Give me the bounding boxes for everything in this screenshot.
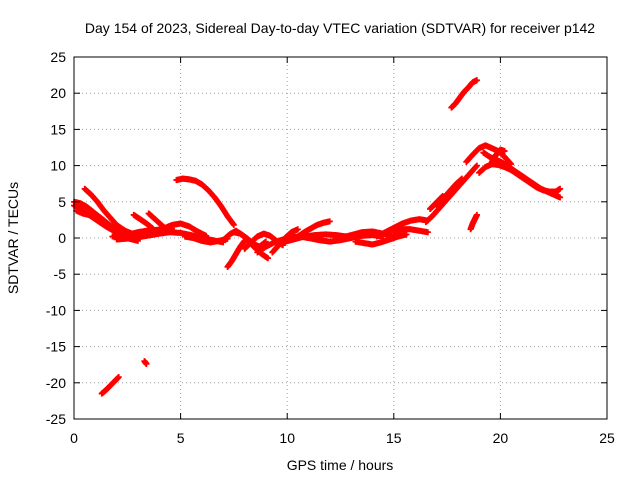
data-point (294, 226, 301, 233)
x-tick-label: 0 (70, 430, 78, 446)
series-track-24 (390, 226, 431, 236)
series-track-17 (269, 226, 301, 256)
y-tick-label: -25 (46, 411, 66, 427)
data-point (326, 218, 333, 225)
chart-title: Day 154 of 2023, Sidereal Day-to-day VTE… (85, 20, 595, 36)
series-track-7 (130, 211, 156, 232)
data-point (557, 185, 564, 192)
x-axis-label: GPS time / hours (287, 457, 394, 473)
y-tick-label: -15 (46, 339, 66, 355)
data-point (473, 162, 480, 169)
series-track-31 (488, 146, 508, 165)
y-tick-label: 10 (50, 158, 66, 174)
data-point (473, 77, 480, 84)
y-tick-label: -5 (54, 266, 67, 282)
series-track-32 (467, 211, 480, 233)
y-tick-label: 0 (58, 230, 66, 246)
x-tick-label: 20 (493, 430, 509, 446)
data-points (71, 77, 564, 397)
data-point (501, 148, 508, 155)
data-point (403, 231, 410, 238)
data-point (230, 221, 237, 228)
data-point (439, 193, 446, 200)
grid (74, 57, 607, 419)
series-track-22 (352, 231, 410, 248)
y-tick-label: 20 (50, 85, 66, 101)
series-track-9 (152, 220, 210, 239)
y-tick-label: 15 (50, 121, 66, 137)
y-tick-label: -20 (46, 375, 66, 391)
data-point (262, 238, 269, 245)
series-track-10 (173, 175, 237, 228)
data-point (265, 255, 272, 262)
series-track-35 (141, 358, 150, 367)
data-point (424, 229, 431, 236)
y-axis-label: SDTVAR / TECUs (5, 182, 21, 294)
x-tick-label: 5 (177, 430, 185, 446)
series-track-33 (448, 77, 480, 111)
data-point (143, 360, 150, 367)
series-track-27 (427, 193, 446, 213)
ticks: 0 5 10 15 20 25 -25 -20 -15 -10 -5 0 5 10 15 20 25 (46, 49, 615, 446)
data-point (473, 211, 480, 218)
data-point (203, 232, 210, 239)
series-track-34 (98, 374, 122, 397)
y-tick-label: 5 (58, 194, 66, 210)
x-tick-label: 25 (599, 430, 615, 446)
series-track-19 (294, 218, 333, 240)
x-tick-label: 10 (279, 430, 295, 446)
y-tick-label: 25 (50, 49, 66, 65)
data-point (115, 374, 122, 381)
y-tick-label: -10 (46, 302, 66, 318)
data-point (557, 194, 564, 201)
series-track-14 (224, 237, 248, 270)
data-point (241, 237, 248, 244)
series-track-30 (476, 161, 564, 195)
x-tick-label: 15 (386, 430, 402, 446)
data-point (459, 175, 466, 182)
